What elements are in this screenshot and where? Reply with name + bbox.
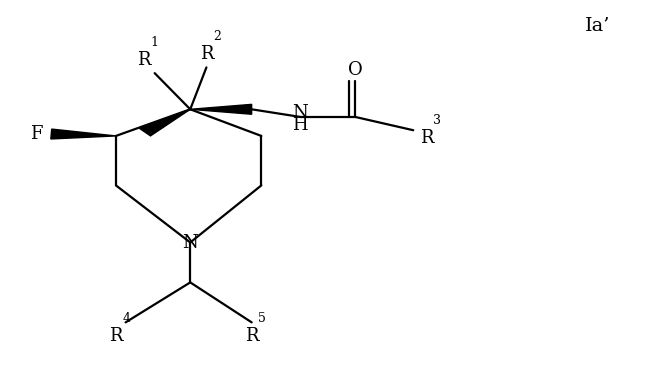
Text: N: N	[292, 104, 308, 122]
Text: R: R	[200, 45, 213, 63]
Text: R: R	[420, 129, 433, 147]
Text: H: H	[292, 116, 308, 134]
Polygon shape	[140, 109, 190, 136]
Text: 4: 4	[123, 312, 130, 325]
Text: 3: 3	[433, 114, 441, 127]
Polygon shape	[51, 129, 116, 139]
Polygon shape	[190, 104, 252, 114]
Text: O: O	[348, 61, 363, 80]
Text: 2: 2	[213, 30, 221, 44]
Text: N: N	[183, 234, 198, 252]
Text: R: R	[110, 327, 123, 345]
Text: Ia’: Ia’	[585, 17, 610, 35]
Text: 5: 5	[258, 312, 266, 325]
Text: R: R	[245, 327, 259, 345]
Text: F: F	[30, 125, 42, 143]
Text: 1: 1	[150, 36, 158, 49]
Text: R: R	[137, 51, 151, 69]
